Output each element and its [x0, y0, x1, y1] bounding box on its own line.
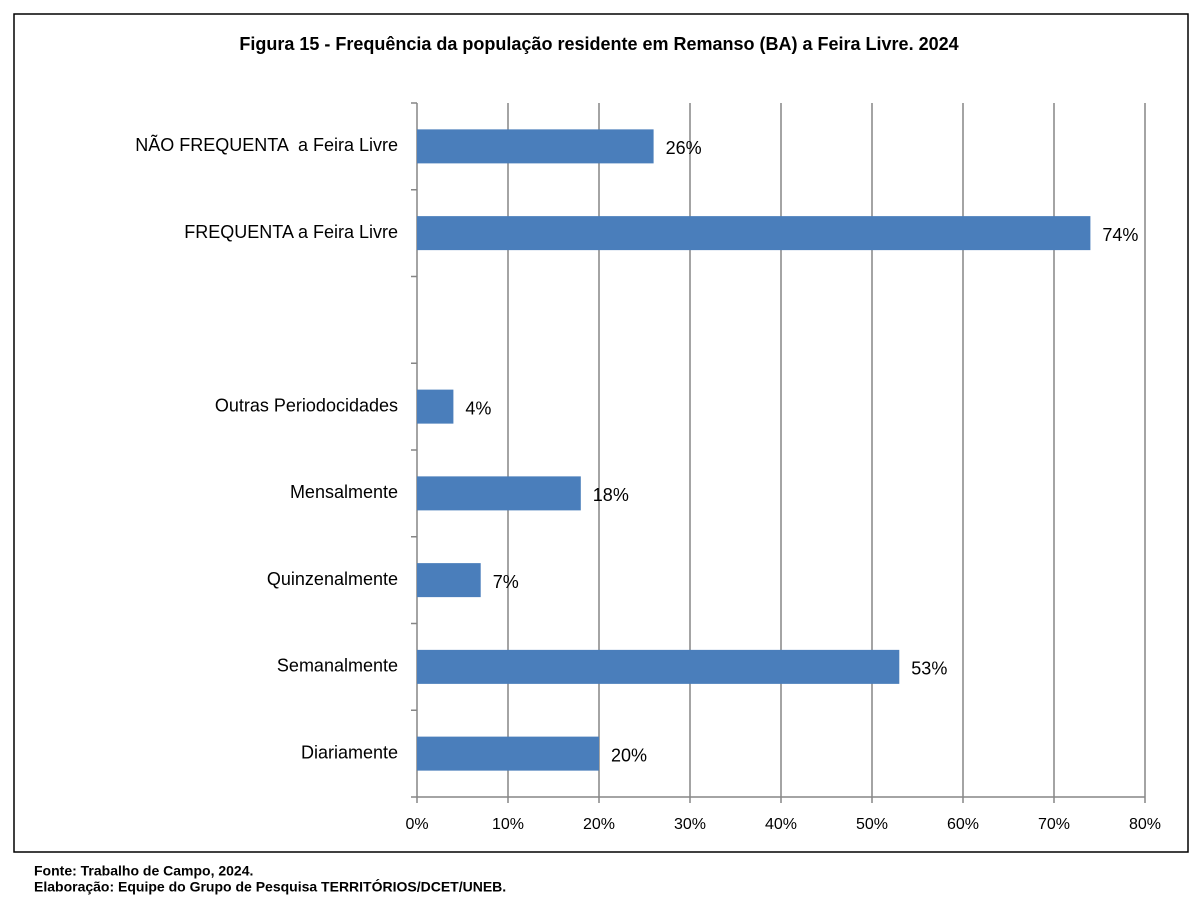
bar [417, 736, 599, 771]
x-tick-label: 30% [674, 816, 706, 833]
x-tick-label: 20% [583, 816, 615, 833]
value-label: 26% [666, 138, 702, 158]
bar [417, 129, 654, 164]
y-tick-label: Semanalmente [277, 656, 398, 676]
x-tick-label: 70% [1038, 816, 1070, 833]
y-tick-label: Mensalmente [290, 482, 398, 502]
bar [417, 649, 900, 684]
bar [417, 476, 581, 511]
y-tick-label: NÃO FREQUENTA a Feira Livre [135, 134, 398, 155]
chart-frame [13, 13, 1189, 853]
x-tick-label: 60% [947, 816, 979, 833]
x-tick-label: 50% [856, 816, 888, 833]
credit-note: Elaboração: Equipe do Grupo de Pesquisa … [34, 878, 506, 895]
bar [417, 389, 454, 424]
y-tick-label: Outras Periodocidades [215, 395, 398, 415]
x-tick-label: 0% [405, 816, 428, 833]
value-label: 20% [611, 745, 647, 765]
value-label: 7% [493, 572, 519, 592]
x-tick-label: 80% [1129, 816, 1161, 833]
chart-title: Figura 15 - Frequência da população resi… [239, 34, 958, 54]
source-note: Fonte: Trabalho de Campo, 2024. [34, 863, 253, 879]
value-label: 74% [1102, 225, 1138, 245]
value-label: 53% [911, 659, 947, 679]
x-tick-label: 10% [492, 816, 524, 833]
value-label: 4% [465, 398, 491, 418]
bar [417, 216, 1091, 251]
x-tick-label: 40% [765, 816, 797, 833]
value-label: 18% [593, 485, 629, 505]
y-tick-label: FREQUENTA a Feira Livre [184, 222, 398, 242]
bar [417, 563, 481, 598]
y-tick-label: Diariamente [301, 742, 398, 762]
y-tick-label: Quinzenalmente [267, 569, 398, 589]
